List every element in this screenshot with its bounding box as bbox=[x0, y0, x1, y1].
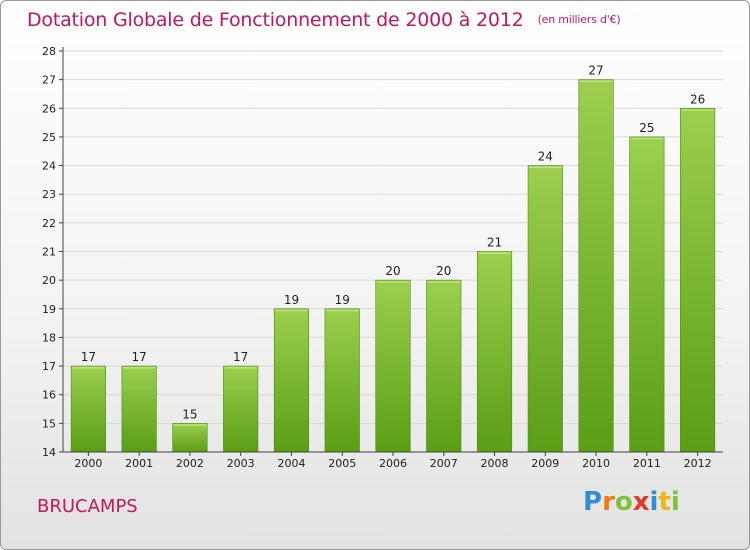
bar-highlight bbox=[275, 309, 308, 312]
bars: 17 17 15 17 19 19 20 20 21 24 27 25 26 bbox=[70, 64, 716, 453]
bar bbox=[476, 251, 513, 453]
data-label: 15 bbox=[182, 407, 197, 421]
bar-highlight bbox=[427, 281, 461, 283]
logo-letter: o bbox=[614, 487, 633, 517]
data-label: 25 bbox=[639, 121, 654, 135]
data-label: 17 bbox=[132, 350, 147, 364]
data-label: 17 bbox=[233, 350, 248, 364]
y-tick-label: 16 bbox=[42, 389, 56, 402]
bar bbox=[680, 107, 716, 453]
logo-letter: r bbox=[602, 487, 615, 517]
data-label: 19 bbox=[335, 293, 350, 307]
bar bbox=[324, 308, 360, 453]
y-tick-label: 14 bbox=[42, 446, 56, 459]
bar-highlight bbox=[72, 367, 105, 369]
x-tick-label: 2001 bbox=[125, 457, 153, 470]
y-tick-label: 15 bbox=[42, 417, 56, 430]
y-tick-label: 19 bbox=[42, 303, 56, 316]
data-label: 19 bbox=[284, 293, 299, 307]
bar bbox=[70, 365, 106, 453]
proxiti-logo: Proxiti bbox=[583, 487, 680, 517]
data-label: 17 bbox=[81, 350, 96, 364]
y-tick-label: 17 bbox=[42, 360, 56, 373]
bar bbox=[121, 365, 157, 453]
y-tick-label: 20 bbox=[42, 274, 56, 287]
axes: 14 15 16 17 18 19 20 21 22 23 24 25 26 27 28 2000 2001 20… bbox=[42, 45, 723, 470]
bar-highlight bbox=[681, 109, 714, 111]
bar-highlight bbox=[529, 166, 562, 169]
data-label: 20 bbox=[436, 264, 451, 278]
y-tick-label: 26 bbox=[42, 102, 56, 115]
bar bbox=[629, 136, 665, 453]
bar-highlight bbox=[325, 309, 359, 312]
x-tick-label: 2009 bbox=[531, 457, 559, 470]
y-tick-label: 21 bbox=[42, 246, 56, 259]
x-tick-label: 2006 bbox=[379, 457, 407, 470]
data-label: 24 bbox=[538, 150, 553, 164]
x-tick-label: 2012 bbox=[684, 457, 712, 470]
logo-letter: P bbox=[583, 487, 603, 517]
logo-letter: x bbox=[632, 487, 650, 517]
y-tick-label: 28 bbox=[42, 45, 56, 58]
bar-highlight bbox=[122, 367, 156, 369]
y-tick-label: 22 bbox=[42, 217, 56, 230]
y-tick-label: 25 bbox=[42, 131, 56, 144]
bar bbox=[223, 365, 259, 453]
logo-letter: i bbox=[670, 487, 680, 517]
bar bbox=[426, 279, 462, 453]
logo-letter: i bbox=[649, 487, 659, 517]
commune-name: BRUCAMPS bbox=[37, 496, 138, 517]
y-tick-label: 27 bbox=[42, 74, 56, 87]
bar bbox=[172, 423, 208, 453]
bar-highlight bbox=[173, 424, 207, 426]
bar bbox=[375, 279, 411, 453]
x-tick-label: 2005 bbox=[328, 457, 356, 470]
data-label: 27 bbox=[588, 64, 603, 78]
bar bbox=[273, 308, 310, 453]
data-label: 21 bbox=[487, 236, 502, 250]
y-tick-label: 18 bbox=[42, 331, 56, 344]
bar-highlight bbox=[376, 281, 410, 283]
bar-highlight bbox=[579, 80, 613, 83]
chart-unit: (en milliers d'€) bbox=[537, 13, 621, 26]
bar bbox=[578, 79, 614, 453]
data-label: 26 bbox=[690, 92, 705, 106]
x-tick-label: 2002 bbox=[176, 457, 204, 470]
bar-highlight bbox=[478, 252, 511, 254]
x-tick-label: 2010 bbox=[582, 457, 610, 470]
bar-highlight bbox=[224, 367, 257, 369]
x-tick-label: 2000 bbox=[74, 457, 102, 470]
y-tick-label: 23 bbox=[42, 188, 56, 201]
bar bbox=[527, 165, 563, 453]
chart-title-text: Dotation Globale de Fonctionnement de 20… bbox=[27, 9, 524, 31]
x-tick-label: 2008 bbox=[481, 457, 509, 470]
y-tick-label: 24 bbox=[42, 160, 56, 173]
x-tick-label: 2007 bbox=[430, 457, 458, 470]
bar-highlight bbox=[630, 137, 664, 140]
x-tick-label: 2003 bbox=[227, 457, 255, 470]
x-tick-label: 2004 bbox=[277, 457, 305, 470]
x-tick-label: 2011 bbox=[633, 457, 661, 470]
logo-letter: t bbox=[658, 487, 671, 517]
data-label: 20 bbox=[385, 264, 400, 278]
chart-title: Dotation Globale de Fonctionnement de 20… bbox=[27, 9, 621, 31]
